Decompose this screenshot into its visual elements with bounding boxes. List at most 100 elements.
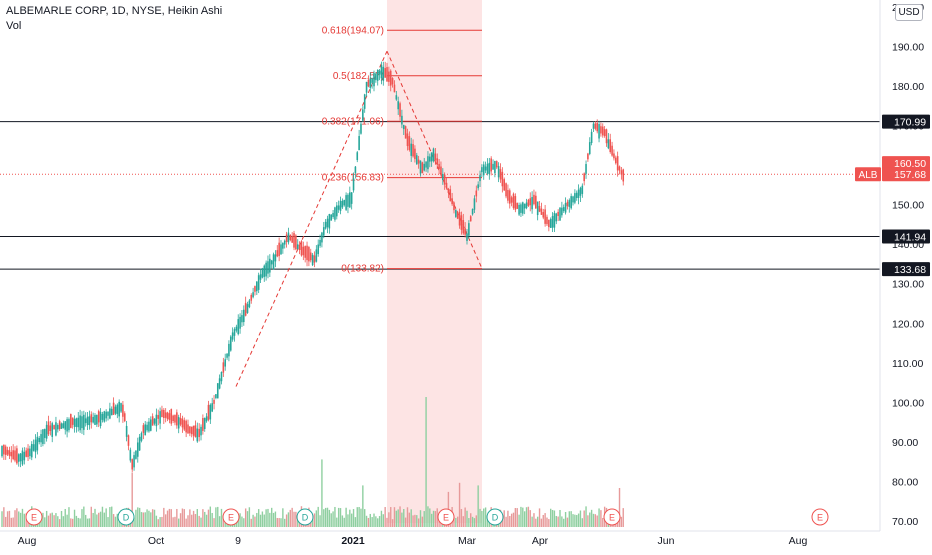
candle[interactable] bbox=[38, 435, 40, 445]
candle[interactable] bbox=[468, 220, 470, 239]
candle[interactable] bbox=[309, 248, 312, 263]
candle[interactable] bbox=[84, 412, 87, 427]
candle[interactable] bbox=[466, 228, 468, 245]
candle[interactable] bbox=[120, 402, 122, 413]
candle[interactable] bbox=[172, 414, 174, 424]
candle[interactable] bbox=[588, 137, 591, 156]
candle[interactable] bbox=[42, 429, 44, 447]
candle[interactable] bbox=[213, 395, 215, 410]
candle[interactable] bbox=[112, 397, 115, 415]
candle[interactable] bbox=[8, 446, 11, 459]
candle[interactable] bbox=[1, 445, 3, 458]
candle[interactable] bbox=[289, 234, 292, 242]
candle[interactable] bbox=[469, 215, 472, 222]
candle[interactable] bbox=[302, 241, 305, 261]
candle[interactable] bbox=[574, 189, 576, 205]
candle[interactable] bbox=[419, 160, 422, 177]
candle[interactable] bbox=[559, 207, 561, 221]
candle[interactable] bbox=[473, 195, 476, 213]
candle[interactable] bbox=[267, 255, 269, 279]
candle[interactable] bbox=[512, 192, 515, 210]
candle[interactable] bbox=[525, 198, 528, 210]
candle[interactable] bbox=[257, 272, 260, 294]
candle[interactable] bbox=[107, 411, 109, 421]
candle[interactable] bbox=[53, 424, 55, 430]
candle[interactable] bbox=[269, 254, 271, 277]
candle[interactable] bbox=[460, 211, 463, 235]
candle[interactable] bbox=[592, 121, 595, 133]
candle[interactable] bbox=[166, 411, 169, 422]
candle[interactable] bbox=[34, 434, 37, 459]
candle[interactable] bbox=[600, 122, 602, 137]
candle[interactable] bbox=[135, 450, 137, 460]
candle[interactable] bbox=[62, 420, 65, 429]
candle[interactable] bbox=[427, 151, 429, 173]
candle[interactable] bbox=[27, 444, 29, 462]
candle[interactable] bbox=[607, 133, 610, 150]
candle[interactable] bbox=[386, 62, 388, 82]
level-price-tag[interactable]: 170.99 bbox=[882, 114, 930, 129]
candle[interactable] bbox=[57, 423, 59, 433]
candle[interactable] bbox=[365, 81, 368, 97]
candle[interactable] bbox=[581, 183, 584, 198]
candle[interactable] bbox=[88, 410, 91, 430]
candle[interactable] bbox=[45, 421, 48, 442]
candle[interactable] bbox=[270, 259, 273, 269]
candle[interactable] bbox=[259, 268, 262, 284]
candle[interactable] bbox=[202, 414, 204, 435]
candle[interactable] bbox=[125, 420, 128, 442]
candle[interactable] bbox=[272, 252, 275, 270]
candle[interactable] bbox=[285, 231, 288, 248]
candle[interactable] bbox=[507, 184, 509, 204]
candle[interactable] bbox=[261, 267, 264, 279]
candle[interactable] bbox=[415, 152, 418, 165]
candle[interactable] bbox=[157, 409, 160, 426]
candle[interactable] bbox=[179, 413, 182, 427]
candle[interactable] bbox=[408, 131, 411, 152]
candle[interactable] bbox=[235, 324, 238, 333]
candle[interactable] bbox=[397, 96, 399, 115]
candle[interactable] bbox=[577, 184, 580, 205]
candle[interactable] bbox=[358, 129, 360, 151]
candle[interactable] bbox=[298, 241, 301, 255]
candle[interactable] bbox=[263, 264, 266, 282]
candle[interactable] bbox=[613, 149, 615, 161]
candle[interactable] bbox=[30, 441, 33, 461]
candle[interactable] bbox=[32, 439, 35, 452]
candle[interactable] bbox=[453, 201, 455, 214]
candle[interactable] bbox=[198, 423, 200, 442]
candle[interactable] bbox=[176, 409, 178, 429]
candle[interactable] bbox=[596, 119, 598, 134]
candle[interactable] bbox=[561, 201, 563, 218]
candle[interactable] bbox=[215, 394, 217, 400]
candle[interactable] bbox=[138, 433, 141, 451]
candle[interactable] bbox=[464, 222, 466, 238]
candle[interactable] bbox=[118, 399, 120, 423]
candle[interactable] bbox=[14, 446, 16, 463]
candle[interactable] bbox=[378, 68, 381, 81]
candle[interactable] bbox=[319, 234, 321, 248]
candle[interactable] bbox=[155, 408, 158, 432]
candle[interactable] bbox=[347, 193, 349, 214]
earnings-marker[interactable]: E bbox=[25, 508, 43, 526]
earnings-marker[interactable]: E bbox=[811, 508, 829, 526]
fib-trend-line[interactable] bbox=[386, 50, 483, 269]
candle[interactable] bbox=[568, 198, 571, 213]
fib-trend-line[interactable] bbox=[235, 50, 388, 387]
candle[interactable] bbox=[562, 204, 565, 213]
candle[interactable] bbox=[99, 408, 102, 429]
candle[interactable] bbox=[349, 186, 351, 209]
candle[interactable] bbox=[4, 444, 7, 460]
candle[interactable] bbox=[237, 314, 240, 336]
candle[interactable] bbox=[345, 192, 347, 211]
candle[interactable] bbox=[373, 70, 375, 92]
candle[interactable] bbox=[477, 181, 479, 191]
candle[interactable] bbox=[538, 201, 541, 213]
candle[interactable] bbox=[185, 419, 187, 438]
candle[interactable] bbox=[451, 192, 453, 206]
candle[interactable] bbox=[151, 413, 154, 426]
candle[interactable] bbox=[196, 422, 199, 443]
candle[interactable] bbox=[159, 407, 161, 430]
candle[interactable] bbox=[250, 293, 253, 304]
candle[interactable] bbox=[449, 185, 452, 202]
